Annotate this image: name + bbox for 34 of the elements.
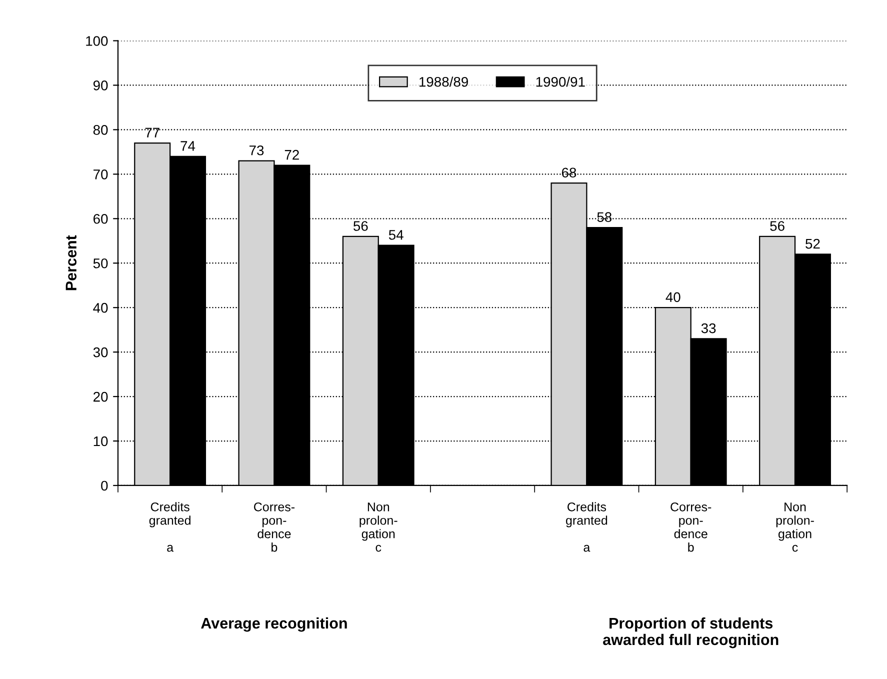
data-label: 77 xyxy=(145,128,160,138)
legend-label: 1990/91 xyxy=(536,76,585,87)
data-label: 33 xyxy=(701,323,716,334)
y-tick-label: 0 xyxy=(101,480,108,491)
y-tick-label: 80 xyxy=(93,125,108,135)
x-tick-label: Non prolon- gation c xyxy=(776,502,814,552)
category-label: Credits granted a xyxy=(149,502,190,552)
legend-label: 1988/89 xyxy=(420,76,468,87)
text: Proportion of students awarded full recognition xyxy=(603,617,778,648)
data-label: 54 xyxy=(388,230,404,240)
y-tick-label: 40 xyxy=(93,302,108,313)
data-label: 40 xyxy=(666,292,680,302)
data-label: 56 xyxy=(353,221,368,231)
x-tick-label: Non prolon- gation c xyxy=(360,502,398,552)
data-label: 68 xyxy=(562,168,576,178)
y-tick-label: 50 xyxy=(93,258,108,268)
y-tick-label: 100 xyxy=(86,36,108,46)
category-label: Credits granted a xyxy=(566,502,608,552)
data-label: 72 xyxy=(284,150,299,160)
x-tick-label: Corres- pon- dence b xyxy=(254,502,294,552)
data-label: 52 xyxy=(806,238,820,249)
y-tick-label: 90 xyxy=(93,80,108,90)
data-label: 74 xyxy=(180,141,196,151)
x-tick-label: Corres- pon- dence b xyxy=(670,502,712,552)
text: Average recognition xyxy=(201,617,347,632)
y-tick-label: 60 xyxy=(94,214,108,224)
data-label: 56 xyxy=(770,221,784,231)
y-tick-label: 30 xyxy=(93,347,108,358)
y-tick-label: 20 xyxy=(94,392,108,402)
y-tick-label: 10 xyxy=(94,436,108,446)
data-label: 73 xyxy=(249,145,264,156)
y-axis-title: Percent xyxy=(66,235,77,290)
data-label: 58 xyxy=(597,212,612,222)
y-tick-label: 70 xyxy=(94,170,108,180)
